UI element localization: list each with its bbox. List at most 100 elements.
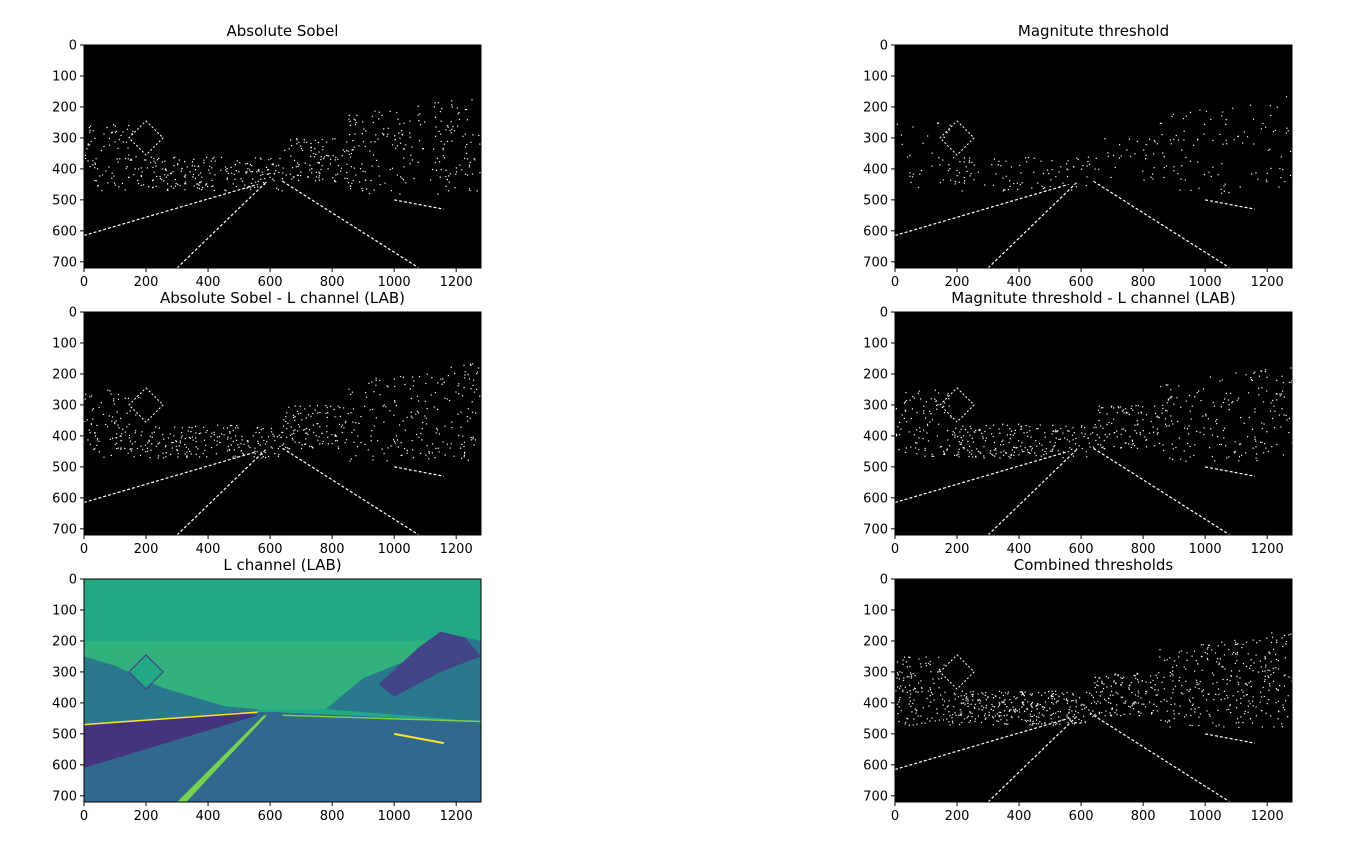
panel-5: 0 200 400 600 800 1000 1200 0 100 200 300 400 500 600… bbox=[863, 573, 1293, 824]
image-background bbox=[895, 45, 1292, 268]
right-lane-dash bbox=[393, 732, 444, 745]
x-tick-label: 1200 bbox=[1251, 809, 1284, 824]
y-tick-label: 0 bbox=[69, 573, 77, 588]
image-background bbox=[895, 312, 1292, 535]
axes-frame bbox=[83, 578, 482, 803]
y-tick-label: 0 bbox=[880, 39, 888, 54]
x-tick-label: 600 bbox=[258, 542, 283, 557]
y-tick-label: 300 bbox=[52, 398, 77, 413]
y-tick-label: 100 bbox=[52, 69, 77, 84]
y-tick-label: 400 bbox=[863, 696, 888, 711]
y-tick-label: 100 bbox=[52, 336, 77, 351]
y-tick-label: 400 bbox=[863, 429, 888, 444]
x-tick-label: 600 bbox=[258, 809, 283, 824]
x-tick-label: 1000 bbox=[1189, 542, 1222, 557]
y-tick-label: 200 bbox=[52, 634, 77, 649]
x-tick-label: 600 bbox=[1069, 542, 1094, 557]
wall-top-edge bbox=[84, 711, 258, 726]
x-tick-label: 200 bbox=[945, 809, 970, 824]
y-tick-label: 400 bbox=[52, 429, 77, 444]
x-tick-label: 400 bbox=[196, 542, 221, 557]
edge-line bbox=[282, 447, 420, 535]
y-tick-label: 200 bbox=[863, 634, 888, 649]
y-tick-label: 400 bbox=[863, 162, 888, 177]
edge-line bbox=[895, 717, 1069, 771]
panel-0: 0 200 400 600 800 1000 1200 0 100 200 300 400 500 600… bbox=[52, 39, 482, 290]
edge-line bbox=[394, 199, 444, 210]
panel-image-0 bbox=[84, 45, 481, 268]
sign bbox=[128, 654, 164, 690]
y-tick-label: 200 bbox=[52, 100, 77, 115]
x-tick-label: 800 bbox=[320, 542, 345, 557]
y-tick-label: 0 bbox=[69, 306, 77, 321]
sign-outline bbox=[939, 120, 975, 156]
y-tick-label: 600 bbox=[52, 491, 77, 506]
x-tick-label: 0 bbox=[891, 809, 899, 824]
edge-line bbox=[895, 450, 1069, 504]
axes-frame bbox=[83, 311, 482, 536]
y-tick-label: 0 bbox=[69, 39, 77, 54]
x-tick-label: 1200 bbox=[1251, 542, 1284, 557]
y-tick-label: 700 bbox=[863, 255, 888, 270]
left-hill bbox=[84, 656, 258, 725]
edge-line bbox=[176, 180, 268, 268]
y-tick-label: 500 bbox=[863, 193, 888, 208]
panel-image-1 bbox=[895, 45, 1292, 268]
sign-outline bbox=[939, 654, 975, 690]
x-tick-label: 200 bbox=[945, 542, 970, 557]
y-tick-label: 300 bbox=[863, 665, 888, 680]
edge-line bbox=[987, 447, 1079, 535]
sign-outline bbox=[128, 120, 164, 156]
x-tick-label: 600 bbox=[1069, 275, 1094, 290]
y-tick-label: 500 bbox=[52, 193, 77, 208]
edge-line bbox=[84, 450, 258, 504]
edge-line bbox=[1205, 199, 1255, 210]
y-tick-label: 100 bbox=[863, 603, 888, 618]
y-tick-label: 0 bbox=[880, 573, 888, 588]
y-tick-label: 300 bbox=[52, 131, 77, 146]
edge-line bbox=[987, 714, 1079, 802]
y-tick-label: 400 bbox=[52, 696, 77, 711]
x-tick-label: 1200 bbox=[1251, 275, 1284, 290]
y-tick-label: 0 bbox=[880, 306, 888, 321]
panel-4: 0 200 400 600 800 1000 1200 0 100 200 300 400 500 600… bbox=[52, 573, 482, 824]
sign-outline bbox=[939, 387, 975, 423]
edge-line bbox=[176, 447, 268, 535]
panel-image-5 bbox=[895, 579, 1292, 802]
y-tick-label: 700 bbox=[52, 522, 77, 537]
x-tick-label: 0 bbox=[80, 275, 88, 290]
right-trees bbox=[378, 631, 481, 697]
x-tick-label: 1200 bbox=[440, 275, 473, 290]
y-tick-label: 100 bbox=[52, 603, 77, 618]
panel-1: 0 200 400 600 800 1000 1200 0 100 200 300 400 500 600… bbox=[863, 39, 1293, 290]
panel-title-absolute-sobel-l: Absolute Sobel - L channel (LAB) bbox=[159, 289, 406, 307]
x-tick-label: 800 bbox=[1131, 275, 1156, 290]
panel-2: 0 200 400 600 800 1000 1200 0 100 200 300 400 500 600… bbox=[52, 306, 482, 557]
y-tick-label: 600 bbox=[52, 224, 77, 239]
x-tick-label: 400 bbox=[196, 275, 221, 290]
y-tick-label: 700 bbox=[52, 255, 77, 270]
x-tick-label: 1000 bbox=[1189, 809, 1222, 824]
y-tick-label: 700 bbox=[863, 789, 888, 804]
x-tick-label: 1000 bbox=[378, 275, 411, 290]
x-tick-label: 200 bbox=[134, 542, 159, 557]
left-lane bbox=[177, 715, 267, 802]
y-tick-label: 300 bbox=[863, 131, 888, 146]
edge-line bbox=[987, 180, 1079, 268]
x-tick-label: 0 bbox=[80, 542, 88, 557]
x-tick-label: 800 bbox=[1131, 809, 1156, 824]
sign-outline bbox=[128, 387, 164, 423]
image-background bbox=[84, 45, 481, 268]
edge-line bbox=[1205, 733, 1255, 744]
edge-line bbox=[282, 180, 420, 268]
x-tick-label: 400 bbox=[1007, 809, 1032, 824]
image-background bbox=[895, 579, 1292, 802]
x-tick-label: 400 bbox=[196, 809, 221, 824]
axes-frame bbox=[894, 44, 1293, 269]
x-tick-label: 800 bbox=[1131, 542, 1156, 557]
panel-title-magnitude-threshold: Magnitute threshold bbox=[1017, 22, 1170, 40]
x-tick-label: 200 bbox=[134, 275, 159, 290]
y-tick-label: 500 bbox=[863, 460, 888, 475]
edge-line bbox=[1093, 714, 1231, 802]
